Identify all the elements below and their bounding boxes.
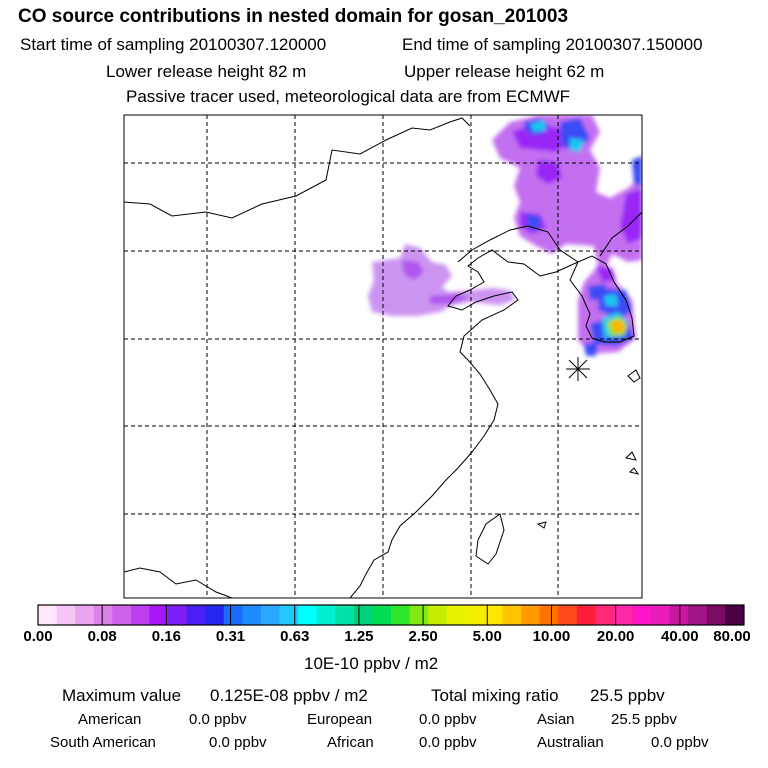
plume-layer (368, 115, 642, 356)
colorbar-tick-label: 0.16 (151, 628, 181, 645)
taiwan (475, 513, 505, 565)
colorbar-tick-label: 1.25 (344, 628, 374, 645)
region-name-american: American (78, 711, 142, 728)
region-name-asian: Asian (537, 711, 575, 728)
coastlines (124, 117, 642, 598)
colorbar-swatch (669, 605, 689, 625)
north-china-coast (349, 249, 579, 598)
colorbar-swatch (651, 605, 671, 625)
colorbar-swatch (38, 605, 58, 625)
colorbar-swatch (446, 605, 466, 625)
colorbar-tick-label: 20.00 (596, 628, 635, 645)
colorbar-swatch (279, 605, 299, 625)
colorbar-swatch (335, 605, 355, 625)
station-marker (566, 357, 590, 381)
northeast-coast (599, 211, 642, 257)
colorbar-swatch (688, 605, 708, 625)
colorbar-swatch (391, 605, 411, 625)
upper-release-label: Upper release height 62 m (404, 62, 605, 81)
meteorology-note: Passive tracer used, meteorological data… (126, 87, 571, 106)
colorbar-swatch (706, 605, 726, 625)
region-value-european: 0.0 ppbv (419, 711, 477, 728)
start-time-label: Start time of sampling 20100307.120000 (20, 35, 327, 54)
southern-border (124, 567, 233, 598)
colorbar-tick-label: 40.00 (661, 628, 699, 645)
china-korea-border (457, 225, 579, 263)
map-frame (123, 114, 643, 599)
colorbar-units: 10E-10 ppbv / m2 (304, 654, 439, 673)
colorbar-tick-label: 2.50 (408, 628, 438, 645)
colorbar-swatch (223, 605, 243, 625)
region-value-south-american: 0.0 ppbv (209, 734, 267, 751)
colorbar-swatch (409, 605, 429, 625)
colorbar-swatch (260, 605, 281, 625)
plume-inland-core (402, 260, 470, 304)
colorbar-swatch (149, 605, 169, 625)
total-mixing-value: 25.5 ppbv (590, 686, 665, 705)
colorbar-swatch (465, 605, 485, 625)
region-name-south-american: South American (50, 734, 156, 751)
region-value-american: 0.0 ppbv (189, 711, 247, 728)
colorbar-swatch (205, 605, 225, 625)
grid-lines (124, 115, 642, 598)
colorbar-tick-label: 80.00 (713, 628, 751, 645)
colorbar-swatch (372, 605, 392, 625)
lower-release-label: Lower release height 82 m (106, 62, 307, 81)
colorbar-swatch (168, 605, 188, 625)
colorbar-swatch (75, 605, 95, 625)
colorbar-swatch (242, 605, 262, 625)
colorbar-tick-label: 0.31 (215, 628, 246, 645)
region-name-australian: Australian (537, 734, 604, 751)
colorbar-swatch (521, 605, 541, 625)
colorbar-swatch (576, 605, 596, 625)
end-time-label: End time of sampling 20100307.150000 (402, 35, 703, 54)
colorbar-swatch (539, 605, 559, 625)
colorbar-swatch (298, 605, 318, 625)
plume-inland (368, 244, 515, 316)
region-name-african: African (327, 734, 374, 751)
colorbar-swatch (725, 605, 745, 625)
colorbar-swatch (186, 605, 206, 625)
colorbar-swatch (56, 605, 76, 625)
colorbar (37, 605, 745, 625)
colorbar-swatch (428, 605, 448, 625)
plume-cyan (530, 120, 628, 338)
colorbar-tick-label: 0.08 (87, 628, 117, 645)
colorbar-swatch (483, 605, 503, 625)
region-value-african: 0.0 ppbv (419, 734, 477, 751)
colorbar-swatch (316, 605, 336, 625)
plume-hotspot-core (610, 320, 626, 334)
colorbar-swatch (353, 605, 373, 625)
colorbar-swatch (502, 605, 522, 625)
region-value-asian: 25.5 ppbv (611, 711, 677, 728)
colorbar-swatch (558, 605, 578, 625)
colorbar-swatch (112, 605, 132, 625)
region-name-european: European (307, 711, 373, 728)
region-value-australian: 0.0 ppbv (651, 734, 709, 751)
plot-title: CO source contributions in nested domain… (18, 6, 569, 27)
colorbar-tick-label: 5.00 (472, 628, 502, 645)
mongolia-border (124, 117, 471, 219)
colorbar-frame (37, 604, 745, 626)
colorbar-swatch (595, 605, 615, 625)
total-mixing-label: Total mixing ratio (431, 686, 559, 705)
colorbar-tick-label: 0.63 (280, 628, 310, 645)
max-value: 0.125E-08 ppbv / m2 (210, 686, 368, 705)
colorbar-tick-label: 10.00 (532, 628, 571, 645)
colorbar-tick-label: 0.00 (23, 628, 53, 645)
colorbar-swatch (130, 605, 150, 625)
colorbar-swatch (613, 605, 634, 625)
korea-coast (569, 255, 635, 343)
colorbar-swatch (632, 605, 652, 625)
japan-fragment (536, 369, 641, 529)
max-value-label: Maximum value (62, 686, 182, 705)
colorbar-swatch (93, 605, 113, 625)
